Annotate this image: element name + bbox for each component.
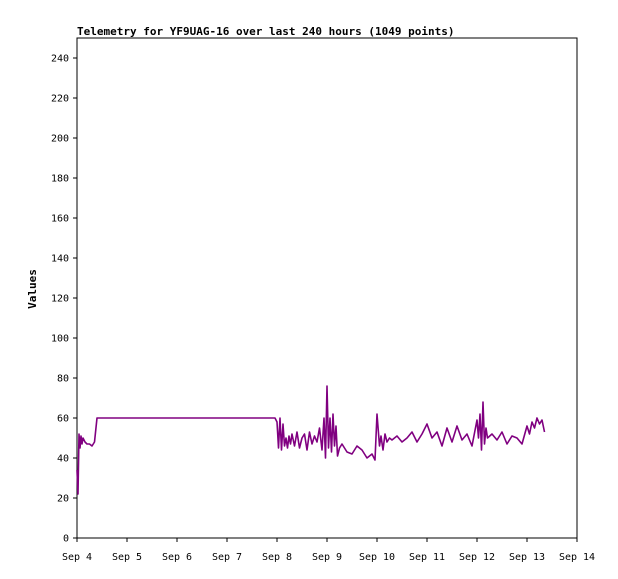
x-tick-label: Sep 7 — [212, 552, 242, 563]
y-tick-label: 240 — [51, 54, 69, 65]
y-tick-label: 200 — [51, 134, 69, 145]
x-tick-label: Sep 9 — [312, 552, 342, 563]
plot-frame — [76, 37, 578, 539]
y-tick-label: 120 — [51, 294, 69, 305]
x-tick-label: Sep 14 — [559, 552, 595, 563]
y-tick-label: 40 — [57, 454, 69, 465]
y-axis-label: Values — [26, 269, 39, 309]
chart-title: Telemetry for YF9UAG-16 over last 240 ho… — [77, 25, 455, 38]
tick-layer: 0 20 40 60 80 100 120 140 160 180 200 220 240 Sep 4 Se… — [51, 54, 595, 564]
x-tick-label: Sep 13 — [509, 552, 545, 563]
y-tick-label: 100 — [51, 334, 69, 345]
y-tick-label: 0 — [63, 534, 69, 545]
y-tick-label: 160 — [51, 214, 69, 225]
x-tick-label: Sep 12 — [459, 552, 495, 563]
y-tick-label: 80 — [57, 374, 69, 385]
x-tick-label: Sep 10 — [359, 552, 395, 563]
series-layer — [76, 385, 546, 495]
y-tick-label: 20 — [57, 494, 69, 505]
x-tick-label: Sep 6 — [162, 552, 192, 563]
x-tick-label: Sep 4 — [62, 552, 92, 563]
x-tick-label: Sep 5 — [112, 552, 142, 563]
y-tick-label: 180 — [51, 174, 69, 185]
y-tick-label: 60 — [57, 414, 69, 425]
y-tick-label: 140 — [51, 254, 69, 265]
x-tick-label: Sep 11 — [409, 552, 445, 563]
x-tick-label: Sep 8 — [262, 552, 292, 563]
series-line — [76, 385, 546, 495]
y-tick-label: 220 — [51, 94, 69, 105]
